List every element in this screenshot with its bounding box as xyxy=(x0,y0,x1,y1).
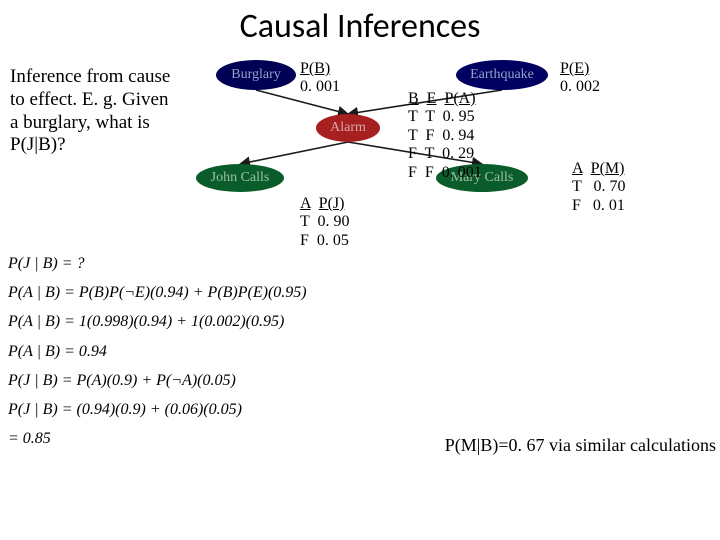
equation-line: P(J | B) = (0.94)(0.9) + (0.06)(0.05) xyxy=(8,396,307,423)
conclusion-text: P(M|B)=0. 67 via similar calculations xyxy=(445,435,716,456)
equations-block: P(J | B) = ?P(A | B) = P(B)P(¬E)(0.94) +… xyxy=(8,250,307,454)
equation-line: = 0.85 xyxy=(8,425,307,452)
node-alarm: Alarm xyxy=(316,114,380,142)
node-burglary: Burglary xyxy=(216,60,296,90)
prob-e-value: 0. 002 xyxy=(560,78,600,95)
node-earthquake: Earthquake xyxy=(456,60,548,90)
cpt-john: A P(J) T 0. 90 F 0. 05 xyxy=(300,195,349,250)
prob-b: P(B) 0. 001 xyxy=(300,60,340,97)
equation-line: P(J | B) = P(A)(0.9) + P(¬A)(0.05) xyxy=(8,367,307,394)
prob-e: P(E) 0. 002 xyxy=(560,60,600,97)
node-johncalls: John Calls xyxy=(196,164,284,192)
equation-line: P(J | B) = ? xyxy=(8,250,307,277)
prob-b-label: P(B) xyxy=(300,60,330,77)
equation-line: P(A | B) = P(B)P(¬E)(0.94) + P(B)P(E)(0.… xyxy=(8,279,307,306)
prob-e-label: P(E) xyxy=(560,60,589,77)
side-description: Inference from cause to effect. E. g. Gi… xyxy=(10,66,180,157)
prob-b-value: 0. 001 xyxy=(300,78,340,95)
page-title: Causal Inferences xyxy=(0,0,720,47)
cpt-mary: A P(M) T 0. 70 F 0. 01 xyxy=(572,160,625,215)
equation-line: P(A | B) = 1(0.998)(0.94) + 1(0.002)(0.9… xyxy=(8,308,307,335)
equation-line: P(A | B) = 0.94 xyxy=(8,338,307,365)
cpt-alarm: B E P(A) T T 0. 95 T F 0. 94 F T 0. 29 F… xyxy=(408,90,482,182)
